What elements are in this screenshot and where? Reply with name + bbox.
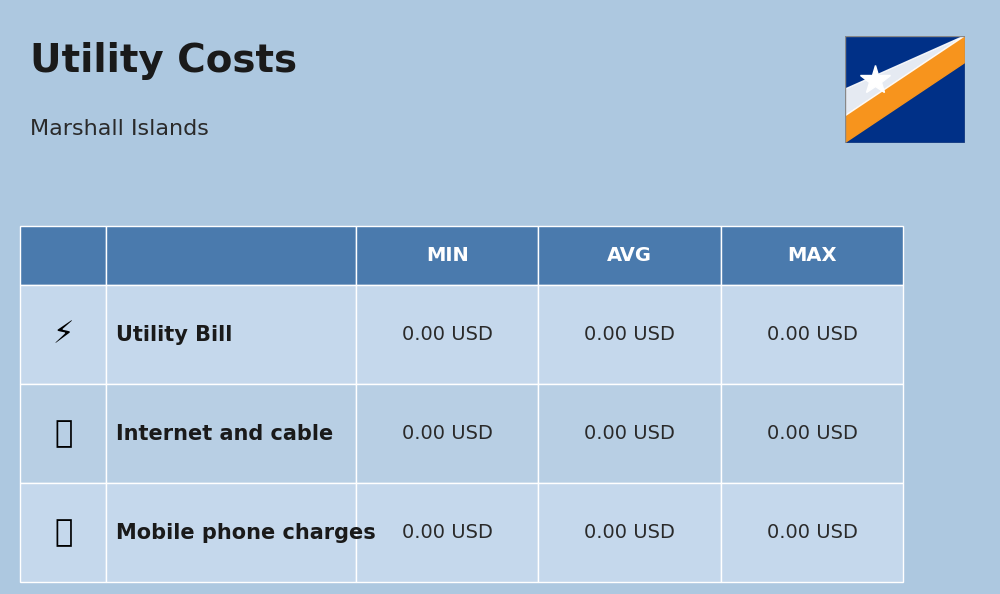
FancyBboxPatch shape: [356, 285, 538, 384]
Text: AVG: AVG: [607, 246, 652, 265]
FancyBboxPatch shape: [538, 226, 721, 285]
FancyBboxPatch shape: [538, 483, 721, 582]
Text: 0.00 USD: 0.00 USD: [767, 325, 857, 344]
Text: Utility Costs: Utility Costs: [30, 42, 297, 80]
Polygon shape: [845, 36, 965, 116]
Text: 📱: 📱: [54, 518, 72, 547]
FancyBboxPatch shape: [721, 384, 903, 483]
FancyBboxPatch shape: [20, 384, 106, 483]
Text: 0.00 USD: 0.00 USD: [584, 325, 675, 344]
FancyBboxPatch shape: [106, 226, 356, 285]
Text: 0.00 USD: 0.00 USD: [402, 424, 493, 443]
Text: 0.00 USD: 0.00 USD: [767, 424, 857, 443]
FancyBboxPatch shape: [106, 285, 356, 384]
FancyBboxPatch shape: [538, 285, 721, 384]
FancyBboxPatch shape: [356, 226, 538, 285]
FancyBboxPatch shape: [356, 384, 538, 483]
Text: Utility Bill: Utility Bill: [116, 324, 233, 345]
FancyBboxPatch shape: [721, 483, 903, 582]
FancyBboxPatch shape: [356, 483, 538, 582]
Polygon shape: [845, 36, 965, 143]
Text: 📶: 📶: [54, 419, 72, 448]
FancyBboxPatch shape: [106, 483, 356, 582]
FancyBboxPatch shape: [721, 285, 903, 384]
FancyBboxPatch shape: [20, 226, 106, 285]
Text: MAX: MAX: [787, 246, 837, 265]
Text: 0.00 USD: 0.00 USD: [584, 523, 675, 542]
FancyBboxPatch shape: [20, 285, 106, 384]
Text: MIN: MIN: [426, 246, 469, 265]
FancyBboxPatch shape: [721, 226, 903, 285]
Text: Marshall Islands: Marshall Islands: [30, 119, 209, 139]
Text: 0.00 USD: 0.00 USD: [767, 523, 857, 542]
Text: Internet and cable: Internet and cable: [116, 424, 334, 444]
FancyBboxPatch shape: [20, 483, 106, 582]
Text: Mobile phone charges: Mobile phone charges: [116, 523, 376, 543]
Text: 0.00 USD: 0.00 USD: [584, 424, 675, 443]
Text: 0.00 USD: 0.00 USD: [402, 523, 493, 542]
Text: 0.00 USD: 0.00 USD: [402, 325, 493, 344]
FancyBboxPatch shape: [106, 384, 356, 483]
FancyBboxPatch shape: [538, 384, 721, 483]
Text: ⚡: ⚡: [53, 320, 74, 349]
